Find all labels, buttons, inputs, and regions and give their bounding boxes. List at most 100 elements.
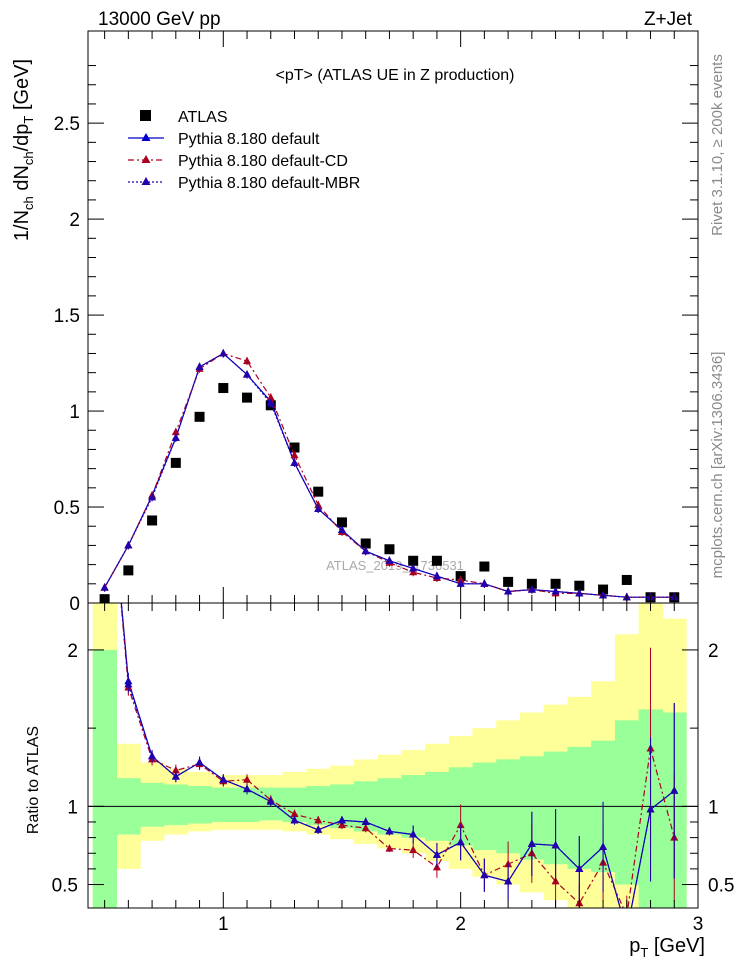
main-plot-area — [99, 348, 680, 603]
marker-triangle — [290, 450, 299, 459]
header-right: Z+Jet — [644, 9, 693, 30]
ratio-marker-triangle — [623, 911, 631, 919]
y-axis-title-ratio: Ratio to ATLAS — [25, 726, 42, 834]
marker-triangle — [266, 393, 275, 401]
y-tick-label: 0 — [69, 594, 80, 615]
marker-triangle — [361, 546, 370, 555]
x-tick-label: 3 — [693, 914, 704, 935]
ratio-marker-triangle — [456, 837, 465, 846]
data-point-atlas — [123, 565, 134, 576]
ratio-plot-area — [88, 411, 698, 935]
marker-triangle — [599, 590, 608, 599]
legend: ATLAS Pythia 8.180 default Pythia 8.180 de… — [128, 109, 360, 192]
ratio-marker-triangle — [575, 864, 584, 872]
marker-triangle — [575, 588, 584, 597]
marker-triangle — [243, 370, 252, 378]
data-point-atlas — [550, 578, 561, 589]
ratio-marker-triangle — [599, 842, 608, 850]
ratio-y-tick-label-right: 0.5 — [708, 876, 734, 897]
legend-label: Pythia 8.180 default-MBR — [178, 175, 360, 192]
uncertainty-band-inner — [187, 786, 212, 824]
ratio-marker-triangle — [527, 839, 536, 847]
data-point-atlas — [408, 555, 419, 566]
y-tick-label: 0.5 — [54, 498, 80, 519]
ratio-y-tick-label: 1 — [67, 797, 78, 818]
ratio-marker-triangle — [504, 876, 513, 885]
data-point-atlas — [598, 584, 609, 595]
marker-triangle — [171, 427, 180, 436]
data-point-atlas — [289, 442, 300, 453]
header-left: 13000 GeV pp — [98, 9, 221, 30]
uncertainty-band-inner — [211, 787, 236, 822]
marker-triangle — [243, 356, 252, 365]
ratio-plot: 0.5 0.5 1 1 2 2 1 2 3 — [52, 411, 734, 935]
marker-triangle — [148, 492, 157, 501]
data-point-atlas — [313, 486, 324, 497]
ratio-marker-triangle — [314, 825, 323, 833]
ratio-marker-triangle — [551, 840, 560, 849]
ratio-marker-triangle — [361, 817, 370, 825]
marker-triangle — [432, 571, 441, 580]
ratio-marker-triangle — [219, 775, 228, 783]
ratio-y-tick-label: 2 — [67, 641, 78, 662]
ratio-marker-triangle — [171, 772, 180, 780]
ratio-marker-triangle — [623, 927, 631, 935]
ratio-marker-triangle — [314, 815, 323, 824]
ratio-marker-triangle — [385, 844, 394, 852]
marker-triangle — [290, 458, 299, 466]
marker-triangle — [195, 362, 204, 370]
ratio-marker-triangle — [195, 758, 204, 766]
main-title: <pT> (ATLAS UE in Z production) — [276, 67, 515, 84]
marker-triangle — [314, 504, 323, 512]
legend-item: Pythia 8.180 default — [128, 131, 320, 148]
ratio-y-tick-label-right: 2 — [708, 641, 719, 662]
ratio-marker-triangle — [101, 411, 109, 419]
ratio-marker-triangle — [290, 809, 299, 818]
data-point-atlas — [479, 561, 490, 572]
legend-marker-square — [140, 110, 151, 121]
y-tick-label: 1.5 — [54, 306, 80, 327]
y-axis-title-main: 1/Nch dNch/dpT [GeV] — [11, 59, 36, 241]
marker-triangle — [266, 398, 275, 407]
y-tick-label: 2.5 — [54, 114, 80, 135]
watermark: ATLAS_2019_I1736531 — [326, 558, 464, 573]
x-axis-title: pT [GeV] — [629, 935, 705, 960]
marker-triangle — [385, 556, 394, 564]
x-tick-label: 1 — [218, 914, 229, 935]
legend-label: Pythia 8.180 default-CD — [178, 153, 348, 170]
y-tick-label: 2 — [69, 210, 80, 231]
data-point-atlas — [526, 578, 537, 589]
main-plot: 0 0.5 1 1.5 2 2.5 — [54, 30, 699, 615]
data-point-atlas — [621, 574, 632, 585]
x-tick-label: 2 — [455, 914, 466, 935]
marker-triangle — [551, 586, 560, 595]
ratio-marker-triangle — [101, 411, 109, 419]
data-point-atlas — [431, 555, 442, 566]
series-3 — [100, 348, 679, 602]
marker-triangle — [124, 540, 133, 549]
data-point-atlas — [242, 392, 253, 403]
marker-triangle — [337, 525, 346, 534]
legend-marker-triangle — [141, 177, 151, 185]
marker-triangle — [171, 433, 180, 441]
marker-triangle — [480, 579, 489, 587]
ratio-y-tick-label: 0.5 — [52, 876, 78, 897]
marker-triangle — [409, 563, 418, 572]
legend-label: ATLAS — [178, 109, 228, 126]
legend-marker-triangle — [141, 155, 151, 163]
data-point-atlas — [336, 517, 347, 528]
data-point-atlas — [574, 580, 585, 591]
uncertainty-band-inner — [92, 649, 117, 908]
ratio-marker-triangle — [243, 775, 252, 783]
ratio-marker-triangle — [432, 850, 441, 858]
ratio-marker-triangle — [361, 823, 370, 832]
ratio-marker-triangle — [290, 815, 299, 824]
side-label-lower: mcplots.cern.ch [arXiv:1306.3436] — [709, 352, 726, 579]
uncertainty-band-inner — [614, 720, 640, 885]
y-tick-label: 1 — [69, 402, 80, 423]
data-point-atlas — [384, 544, 395, 555]
ratio-plot-frame — [87, 602, 699, 909]
marker-triangle — [527, 585, 536, 593]
ratio-marker-triangle — [171, 765, 180, 774]
uncertainty-band-inner — [140, 782, 165, 827]
